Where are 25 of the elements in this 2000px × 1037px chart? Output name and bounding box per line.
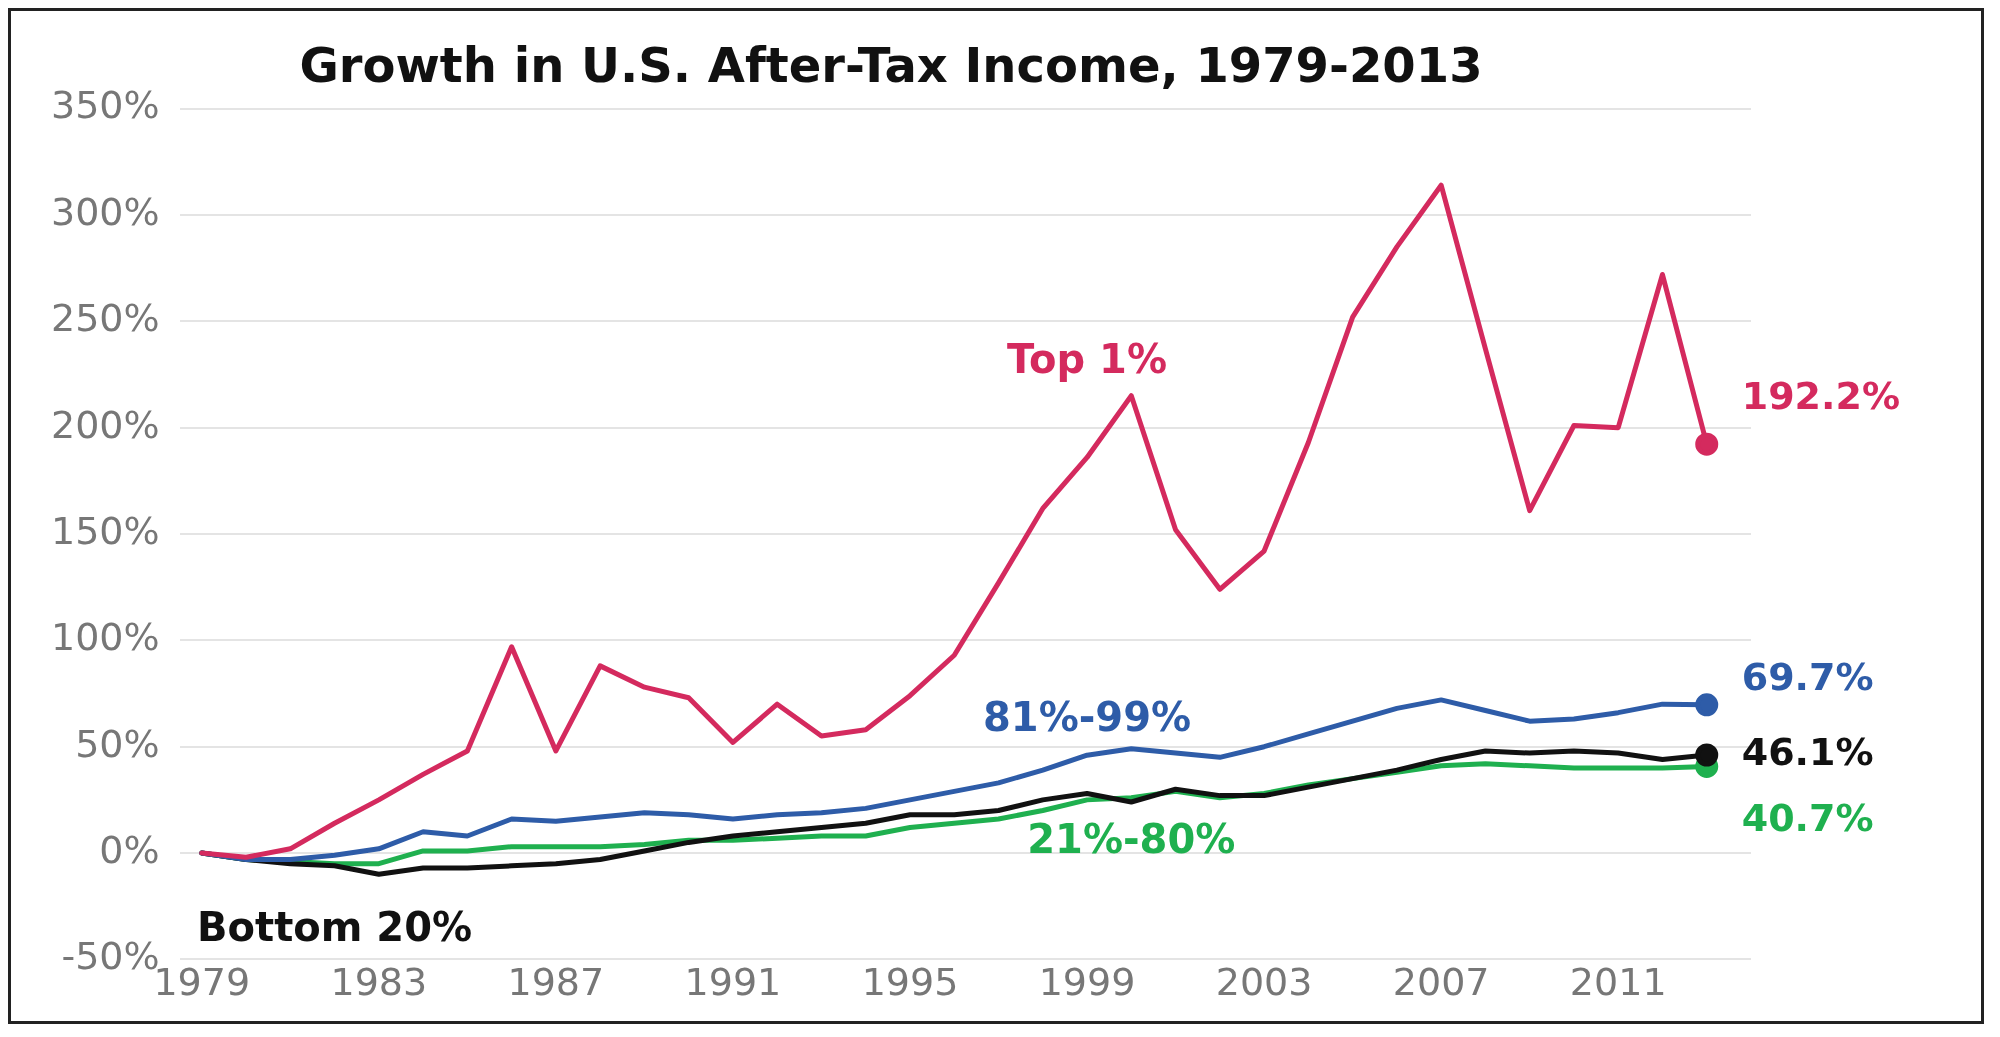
data-label: 192.2% <box>1741 374 1901 419</box>
x-tick-label: 1995 <box>861 960 959 1005</box>
y-tick-label: 50% <box>75 721 160 766</box>
data-label: 46.1% <box>1741 729 1874 774</box>
y-tick-label: 150% <box>51 508 160 553</box>
data-label: 69.7% <box>1741 654 1874 699</box>
y-tick-label: 100% <box>51 615 160 660</box>
chart-title: Growth in U.S. After-Tax Income, 1979-2013 <box>299 37 1483 94</box>
x-tick-label: 1983 <box>330 960 428 1005</box>
series-label: 21%-80% <box>1027 816 1236 863</box>
y-tick-label: 250% <box>51 296 160 341</box>
x-tick-label: 2011 <box>1569 960 1667 1005</box>
x-tick-label: 1991 <box>684 960 782 1005</box>
y-tick-label: 350% <box>51 83 160 128</box>
x-tick-label: 2003 <box>1215 960 1313 1005</box>
y-tick-label: 0% <box>99 827 160 872</box>
series-label: Top 1% <box>1007 335 1168 382</box>
x-tick-label: 1987 <box>507 960 605 1005</box>
x-tick-label: 1999 <box>1038 960 1136 1005</box>
y-tick-label: 300% <box>51 189 160 234</box>
y-tick-label: 200% <box>51 402 160 447</box>
x-tick-label: 2007 <box>1392 960 1490 1005</box>
series-label: 81%-99% <box>983 693 1192 740</box>
series-label: Bottom 20% <box>197 904 473 951</box>
data-label: 40.7% <box>1741 796 1874 841</box>
